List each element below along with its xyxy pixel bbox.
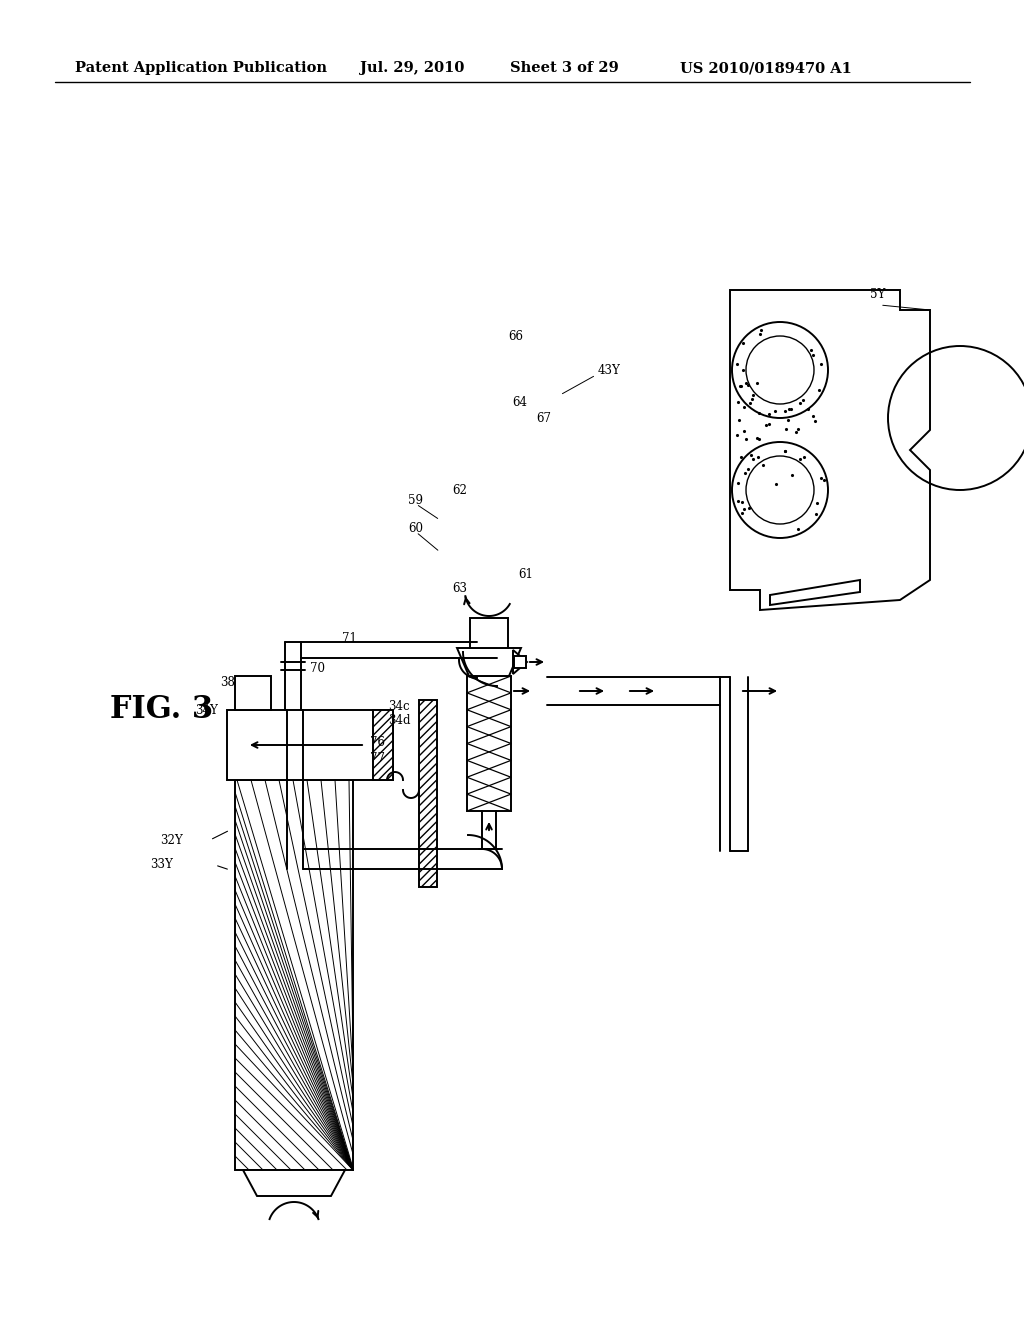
Bar (234, 676, 271, 710)
Text: 63: 63 (452, 582, 467, 594)
Text: 71: 71 (342, 631, 357, 644)
Text: 32Y: 32Y (160, 833, 182, 846)
Text: 5Y: 5Y (870, 289, 886, 301)
Text: 34Y: 34Y (195, 704, 218, 717)
Polygon shape (730, 290, 930, 610)
Bar (467, 676, 511, 810)
Text: 59: 59 (408, 494, 423, 507)
Bar (234, 780, 353, 1170)
Polygon shape (243, 1170, 345, 1196)
Polygon shape (770, 579, 860, 605)
Text: 77: 77 (370, 751, 385, 764)
Text: Sheet 3 of 29: Sheet 3 of 29 (510, 61, 618, 75)
Text: 66: 66 (508, 330, 523, 342)
Bar (514, 656, 526, 668)
Text: 70: 70 (310, 661, 325, 675)
Text: 61: 61 (518, 568, 532, 581)
Text: 34c: 34c (388, 700, 410, 713)
Text: 62: 62 (452, 483, 467, 496)
Text: Patent Application Publication: Patent Application Publication (75, 61, 327, 75)
Text: 38: 38 (220, 676, 234, 689)
Text: 60: 60 (408, 521, 423, 535)
Bar (234, 780, 353, 1170)
Polygon shape (513, 649, 527, 675)
Text: US 2010/0189470 A1: US 2010/0189470 A1 (680, 61, 852, 75)
Bar (419, 700, 437, 887)
Text: 34d: 34d (388, 714, 411, 726)
Bar (373, 710, 393, 780)
Text: FIG. 3: FIG. 3 (110, 694, 213, 726)
Text: Jul. 29, 2010: Jul. 29, 2010 (360, 61, 464, 75)
Text: 33Y: 33Y (150, 858, 173, 871)
Text: 67: 67 (536, 412, 551, 425)
Bar (470, 618, 508, 648)
Text: 64: 64 (512, 396, 527, 408)
Text: 43Y: 43Y (598, 363, 621, 376)
Polygon shape (457, 648, 521, 676)
Bar (467, 676, 511, 810)
Bar (227, 710, 393, 780)
Text: 76: 76 (370, 735, 385, 748)
